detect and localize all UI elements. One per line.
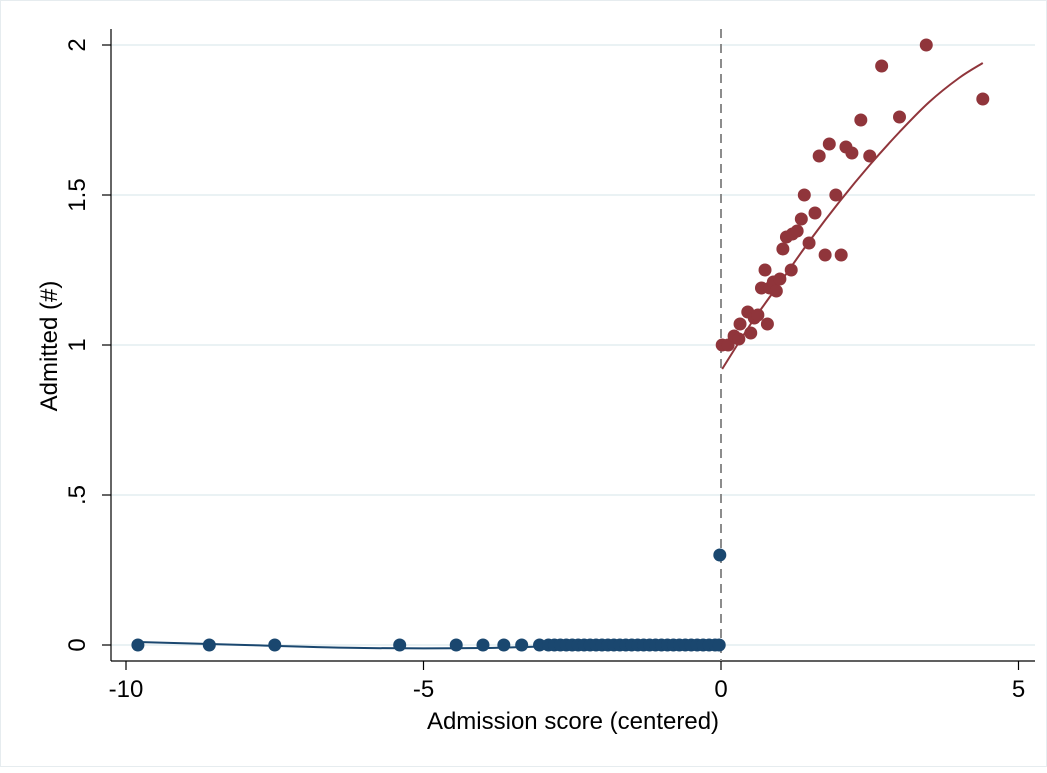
data-point [268,638,282,652]
data-point [449,638,463,652]
data-point [732,332,746,346]
data-point [712,638,726,652]
data-point [393,638,407,652]
data-point [751,308,765,322]
data-point [812,149,826,163]
data-point [854,113,868,127]
fit-line-2 [721,62,984,370]
data-point [515,638,529,652]
data-point [919,38,933,52]
data-point [202,638,216,652]
data-point [790,224,804,238]
x-tick-label: -10 [109,676,144,703]
axes: -10 -5 0 5 0 .5 1 1.5 2 [64,29,1035,703]
x-tick-label: 5 [1012,676,1025,703]
x-tick-label: 0 [714,676,727,703]
data-point [802,236,816,250]
data-point [769,284,783,298]
data-point [713,548,727,562]
gridlines [111,44,1035,646]
data-point [845,146,859,160]
data-point [733,317,747,331]
x-axis-label: Admission score (centered) [427,708,719,735]
data-point [976,92,990,106]
data-point [818,248,832,262]
data-point [829,188,843,202]
data-point [476,638,490,652]
data-point [760,317,774,331]
data-point [808,206,822,220]
data-point [797,188,811,202]
y-axis-label: Admitted (#) [36,281,63,412]
y-tick-label: 2 [64,38,91,51]
y-tick-label: 1 [64,338,91,351]
data-point [822,137,836,151]
y-tick-label: .5 [64,485,91,505]
data-points [131,38,990,652]
data-point [773,272,787,286]
data-point [744,326,758,340]
data-point [533,638,547,652]
data-point [497,638,511,652]
data-point [794,212,808,226]
data-point [893,110,906,124]
data-point [834,248,848,262]
data-point [776,242,790,256]
data-point [875,59,889,73]
data-point [758,263,772,277]
y-tick-label: 1.5 [64,178,91,211]
data-point [863,149,877,163]
y-tick-label: 0 [64,638,91,651]
x-tick-label: -5 [413,676,434,703]
data-point [131,638,145,652]
data-point [784,263,798,277]
